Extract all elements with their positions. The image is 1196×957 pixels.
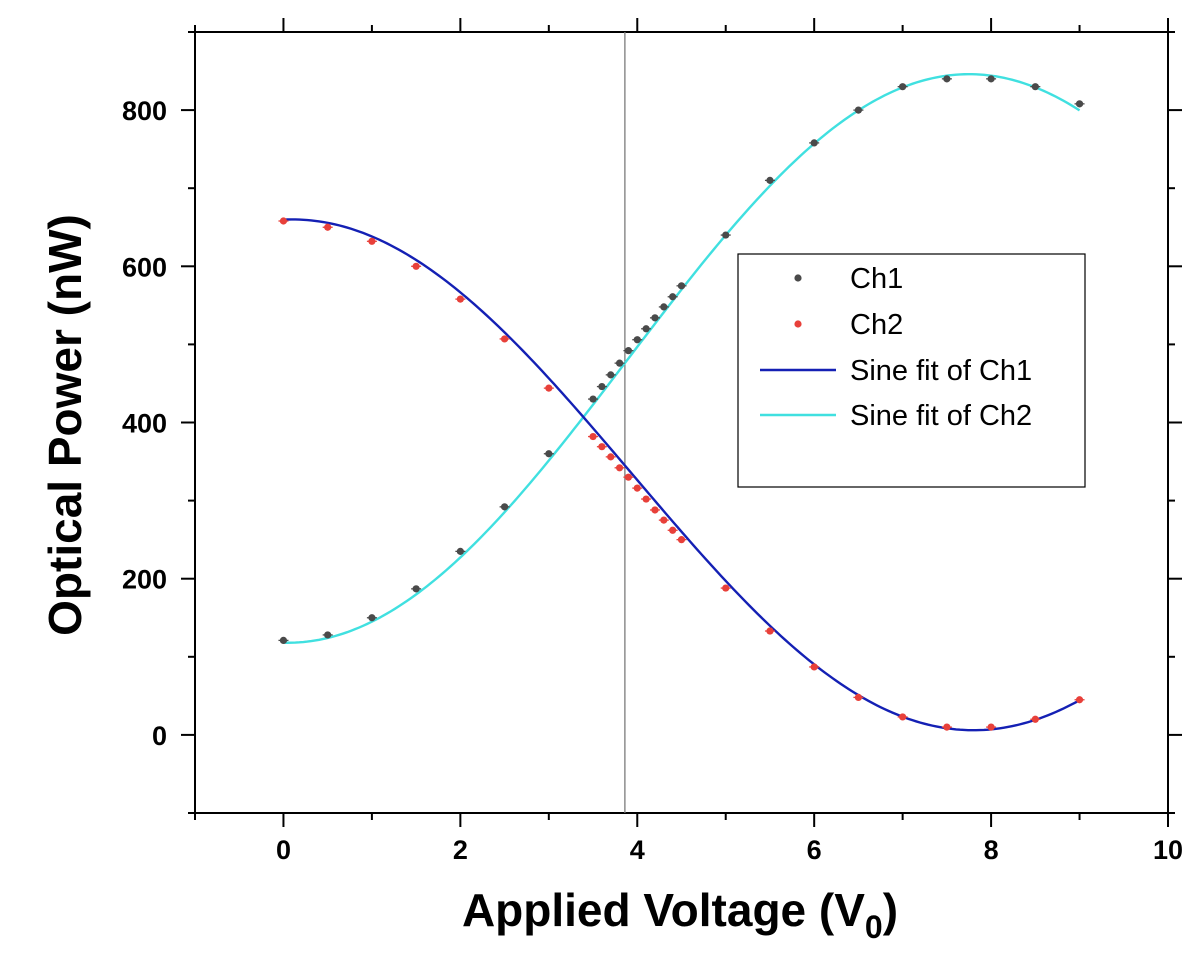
data-point-ch1: [633, 336, 641, 344]
data-point-ch2: [642, 495, 650, 503]
legend-label-ch2: Ch2: [850, 309, 903, 341]
legend-label-sine-fit-of-ch2: Sine fit of Ch2: [850, 400, 1032, 432]
data-point-ch2: [987, 723, 995, 731]
data-point-ch2: [1031, 715, 1039, 723]
legend: Ch1 Ch2 Sine fit of Ch1 Sine fit of Ch2: [737, 253, 1086, 488]
data-point-ch1: [987, 75, 995, 83]
data-point-ch1: [660, 303, 668, 311]
data-point-ch1: [1075, 100, 1084, 108]
legend-symbol-ch1: [794, 274, 802, 282]
data-point-ch1: [899, 83, 907, 91]
data-point-ch1: [279, 636, 288, 644]
data-point-ch2: [324, 223, 332, 231]
y-tick-label: 800: [122, 96, 167, 126]
x-axis-title-suffix: ): [883, 884, 898, 936]
data-point-ch1: [943, 75, 951, 83]
data-point-ch2: [669, 526, 677, 534]
data-point-ch2: [368, 237, 376, 245]
x-tick-label: 10: [1153, 835, 1183, 865]
data-point-ch2: [766, 627, 774, 635]
data-point-ch2: [722, 584, 730, 592]
data-point-ch1: [766, 176, 774, 184]
data-point-ch1: [598, 382, 606, 391]
data-point-ch2: [660, 516, 668, 524]
data-point-ch2: [615, 464, 624, 472]
data-point-ch1: [677, 282, 686, 290]
data-point-ch1: [624, 347, 633, 355]
y-tick-label: 600: [122, 252, 167, 282]
x-tick-label: 0: [276, 835, 291, 865]
y-axis-title: Optical Power (nW): [39, 214, 91, 636]
series-group: [278, 72, 1085, 732]
data-point-ch1: [545, 450, 553, 458]
axis-ticks: 0 2 4 6 8 10 0 200 400 600 800: [122, 18, 1183, 865]
data-point-ch2: [456, 295, 464, 303]
data-point-ch2: [279, 217, 288, 225]
data-point-ch1: [456, 547, 464, 555]
data-point-ch1: [368, 614, 376, 622]
data-point-ch2: [651, 506, 659, 514]
legend-label-sine-fit-of-ch1: Sine fit of Ch1: [850, 355, 1032, 387]
x-tick-label: 8: [984, 835, 999, 865]
x-tick-label: 4: [630, 835, 645, 865]
series-ch2-points: [278, 217, 1085, 731]
data-point-ch2: [677, 536, 686, 544]
legend-items: Ch1 Ch2 Sine fit of Ch1 Sine fit of Ch2: [760, 263, 1032, 432]
data-point-ch2: [899, 713, 907, 721]
data-point-ch2: [598, 443, 606, 451]
data-point-ch2: [624, 473, 633, 481]
data-point-ch1: [642, 325, 650, 333]
data-point-ch2: [545, 384, 553, 392]
data-point-ch1: [615, 359, 624, 367]
data-point-ch2: [500, 335, 509, 343]
data-point-ch2: [607, 453, 615, 461]
data-point-ch1: [324, 631, 332, 639]
data-point-ch2: [854, 693, 863, 702]
x-axis-title-subscript: 0: [865, 909, 883, 945]
x-axis-title-main: Applied Voltage (V: [462, 884, 865, 936]
legend-symbol-ch2: [794, 320, 802, 328]
x-tick-label: 6: [807, 835, 822, 865]
data-point-ch2: [633, 484, 641, 492]
series-ch1-points: [278, 75, 1085, 644]
data-point-ch1: [854, 106, 863, 114]
data-point-ch2: [412, 262, 420, 270]
x-axis-title: Applied Voltage (V0): [462, 884, 898, 945]
data-point-ch1: [1031, 83, 1039, 91]
data-point-ch1: [810, 139, 818, 147]
data-point-ch2: [810, 663, 818, 671]
data-point-ch1: [412, 585, 420, 593]
data-point-ch1: [589, 395, 597, 403]
data-point-ch2: [589, 432, 597, 441]
data-point-ch1: [500, 503, 509, 511]
x-tick-label: 2: [453, 835, 468, 865]
data-point-ch1: [669, 293, 677, 301]
data-point-ch2: [943, 723, 951, 731]
data-point-ch1: [607, 371, 615, 379]
data-point-ch1: [722, 231, 730, 239]
y-tick-label: 0: [152, 721, 167, 751]
legend-label-ch1: Ch1: [850, 263, 903, 295]
data-point-ch2: [1075, 696, 1084, 704]
data-point-ch1: [651, 314, 659, 322]
y-tick-label: 200: [122, 565, 167, 595]
y-tick-label: 400: [122, 409, 167, 439]
